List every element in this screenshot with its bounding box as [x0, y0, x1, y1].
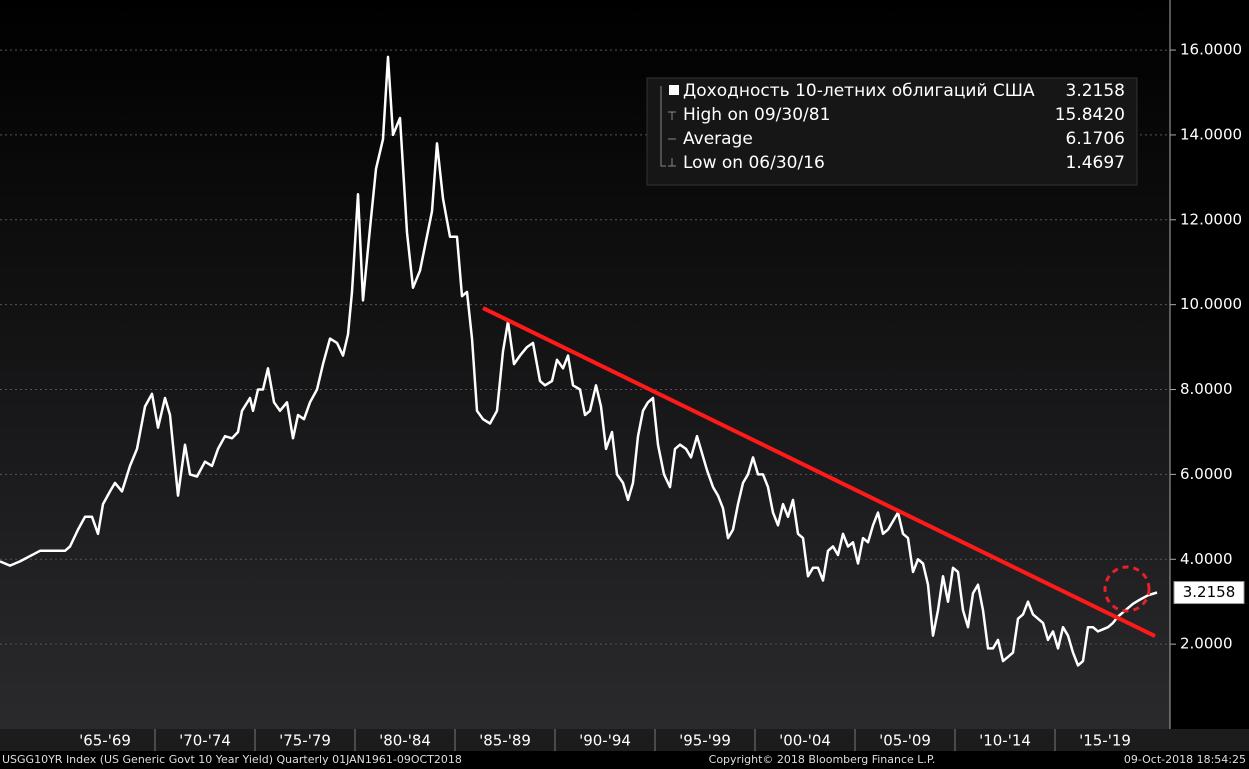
legend-value: 6.1706 [1066, 129, 1125, 149]
highlight-circle [1103, 565, 1151, 613]
footer-center: Copyright© 2018 Bloomberg Finance L.P. [709, 753, 936, 766]
y-tick-label: 12.0000 [1180, 210, 1242, 228]
x-tick-label: '80-'84 [379, 732, 431, 750]
legend-icons [660, 86, 676, 167]
axis-background [1170, 0, 1249, 729]
legend-swatch [669, 85, 679, 95]
legend-label: Low on 06/30/16 [683, 153, 825, 173]
y-tick-label: 16.0000 [1180, 41, 1242, 59]
footer-left: USGG10YR Index (US Generic Govt 10 Year … [2, 753, 462, 766]
x-tick-label: '95-'99 [679, 732, 731, 750]
grid: 2.0000 4.0000 6.0000 8.0000 10.0000 12.0000 14… [0, 41, 1242, 751]
legend-label: Average [683, 129, 753, 149]
x-tick-label: '65-'69 [79, 732, 131, 750]
legend-label: Доходность 10-летних облигаций США [683, 81, 1035, 101]
legend-value: 15.8420 [1055, 105, 1125, 125]
x-tick-label: '90-'94 [579, 732, 631, 750]
legend-label: High on 09/30/81 [683, 105, 830, 125]
series-line [0, 55, 1158, 667]
legend-value: 3.2158 [1066, 81, 1125, 101]
y-tick-label: 4.0000 [1180, 550, 1233, 568]
x-tick-label: '75-'79 [279, 732, 331, 750]
x-axis-strip [0, 729, 1249, 751]
legend-box [646, 77, 1138, 186]
x-tick-label: '70-'74 [179, 732, 231, 750]
y-tick-label: 6.0000 [1180, 465, 1233, 483]
marks [0, 55, 1158, 667]
y-tick-label: 10.0000 [1180, 295, 1242, 313]
legend: Доходность 10-летних облигаций США 3.215… [646, 77, 1138, 186]
last-value-label: 3.2158 [1183, 583, 1236, 601]
y-tick-label: 14.0000 [1180, 125, 1242, 143]
footer-strip [0, 751, 1249, 769]
y-tick-label: 8.0000 [1180, 380, 1233, 398]
footer-right: 09-Oct-2018 18:54:25 [1124, 753, 1246, 766]
x-tick-label: '15-'19 [1079, 732, 1131, 750]
x-tick-label: '00-'04 [779, 732, 831, 750]
x-tick-label: '85-'89 [479, 732, 531, 750]
trend-line [482, 306, 1156, 638]
legend-value: 1.4697 [1066, 153, 1125, 173]
x-tick-label: '10-'14 [979, 732, 1031, 750]
last-value-box [1173, 581, 1245, 605]
y-tick-label: 2.0000 [1180, 635, 1233, 653]
x-tick-label: '05-'09 [879, 732, 931, 750]
